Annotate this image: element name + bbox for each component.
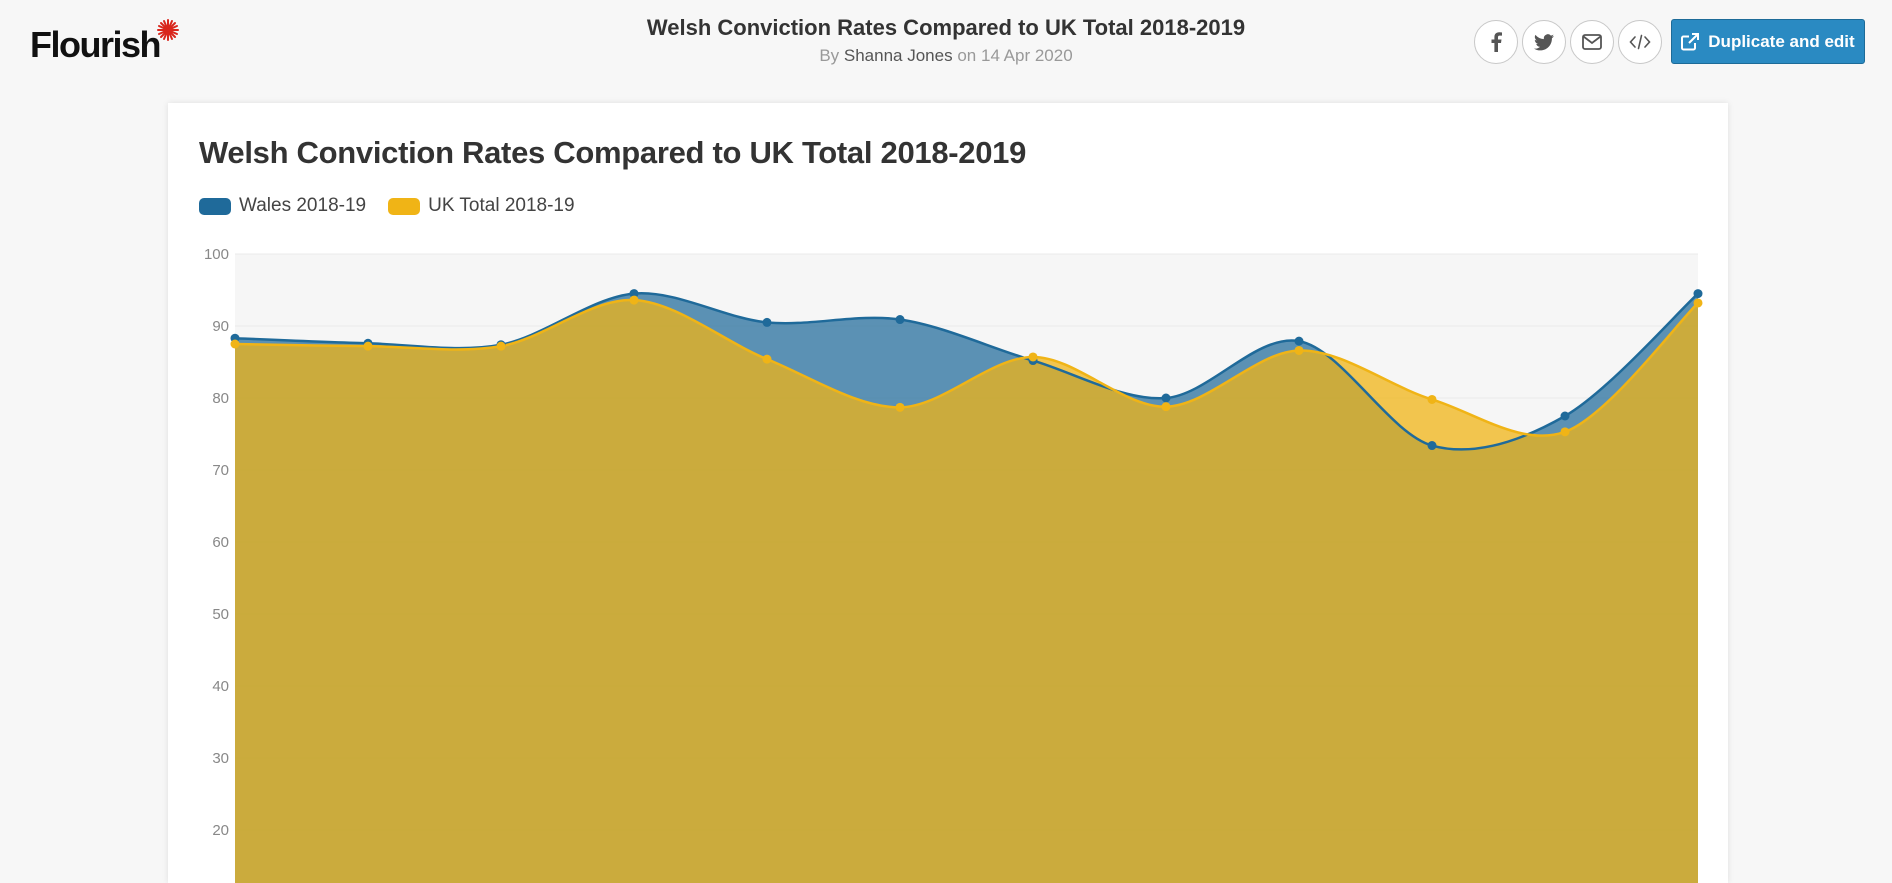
publish-date: 14 Apr 2020 (980, 46, 1073, 65)
logo-star-icon (157, 19, 179, 41)
facebook-icon (1491, 32, 1502, 52)
author-link[interactable]: Shanna Jones (843, 46, 953, 65)
y-tick-label: 90 (212, 318, 229, 335)
legend-item-uk[interactable]: UK Total 2018-19 (388, 195, 575, 217)
data-point-uk[interactable] (629, 295, 639, 305)
email-icon (1582, 34, 1602, 50)
embed-code-icon (1629, 34, 1651, 50)
legend-swatch-wales (199, 197, 231, 215)
data-point-wales[interactable] (1427, 441, 1437, 451)
data-point-uk[interactable] (1427, 394, 1437, 404)
top-bar: Flourish Welsh Conviction Rates Compared… (0, 0, 1892, 88)
y-tick-label: 30 (212, 750, 229, 767)
share-facebook-button[interactable] (1474, 20, 1518, 64)
y-tick-label: 40 (212, 678, 229, 695)
share-email-button[interactable] (1570, 20, 1614, 64)
data-point-uk[interactable] (1294, 345, 1304, 355)
area-chart: 100 90 80 70 60 50 40 30 20 (204, 246, 1703, 883)
y-tick-label: 60 (212, 534, 229, 551)
legend-label-wales: Wales 2018-19 (239, 195, 367, 216)
chart-card: Welsh Conviction Rates Compared to UK To… (168, 103, 1728, 883)
chart-title: Welsh Conviction Rates Compared to UK To… (199, 135, 1027, 170)
data-point-wales[interactable] (1294, 336, 1304, 346)
data-point-wales[interactable] (629, 289, 639, 299)
data-point-uk[interactable] (230, 339, 240, 349)
y-tick-label: 80 (212, 390, 229, 407)
series-area-uk (235, 300, 1698, 883)
data-point-uk[interactable] (762, 354, 772, 364)
y-tick-label: 70 (212, 462, 229, 479)
data-point-wales[interactable] (1693, 289, 1703, 299)
y-tick-label: 20 (212, 822, 229, 839)
data-point-uk[interactable] (496, 341, 506, 351)
byline-mid: on (957, 46, 977, 65)
data-point-uk[interactable] (1028, 352, 1038, 362)
data-point-wales[interactable] (762, 317, 772, 327)
legend-label-uk: UK Total 2018-19 (428, 195, 575, 216)
share-embed-button[interactable] (1618, 20, 1662, 64)
y-tick-label: 50 (212, 606, 229, 623)
flourish-logo[interactable]: Flourish (30, 24, 162, 65)
data-point-uk[interactable] (1693, 298, 1703, 308)
chart-legend: Wales 2018-19 UK Total 2018-19 (199, 195, 575, 217)
data-point-uk[interactable] (1161, 402, 1171, 412)
duplicate-and-edit-label: Duplicate and edit (1708, 31, 1855, 51)
data-point-wales[interactable] (895, 315, 905, 325)
data-point-uk[interactable] (895, 402, 905, 412)
share-twitter-button[interactable] (1522, 20, 1566, 64)
external-link-icon (1681, 32, 1700, 50)
byline-prefix: By (819, 46, 840, 65)
y-tick-label: 100 (204, 246, 229, 263)
legend-item-wales[interactable]: Wales 2018-19 (199, 195, 366, 217)
byline: By Shanna Jones on 14 Apr 2020 (0, 46, 1892, 66)
data-point-wales[interactable] (1560, 411, 1570, 421)
legend-swatch-uk (388, 197, 421, 215)
page-title: Welsh Conviction Rates Compared to UK To… (646, 15, 1246, 40)
data-point-uk[interactable] (363, 341, 373, 351)
data-point-uk[interactable] (1560, 427, 1570, 437)
duplicate-and-edit-button[interactable]: Duplicate and edit (1671, 19, 1865, 64)
twitter-icon (1534, 33, 1554, 50)
data-point-wales[interactable] (1161, 393, 1171, 403)
